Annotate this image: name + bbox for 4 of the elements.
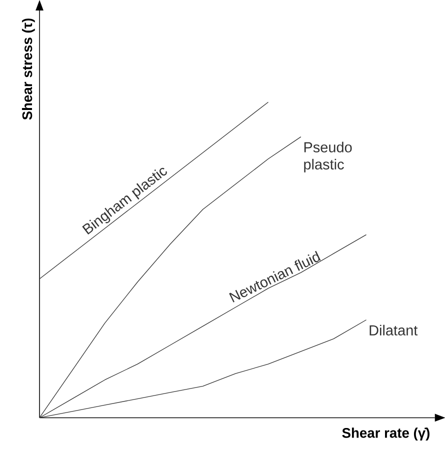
series-label: Dilatant <box>370 324 418 336</box>
y-axis-title: Shear stress (τ) <box>22 18 35 120</box>
x-axis-title: Shear rate (γ̇) <box>342 428 430 441</box>
series-label: Pseudo plastic <box>304 142 352 172</box>
